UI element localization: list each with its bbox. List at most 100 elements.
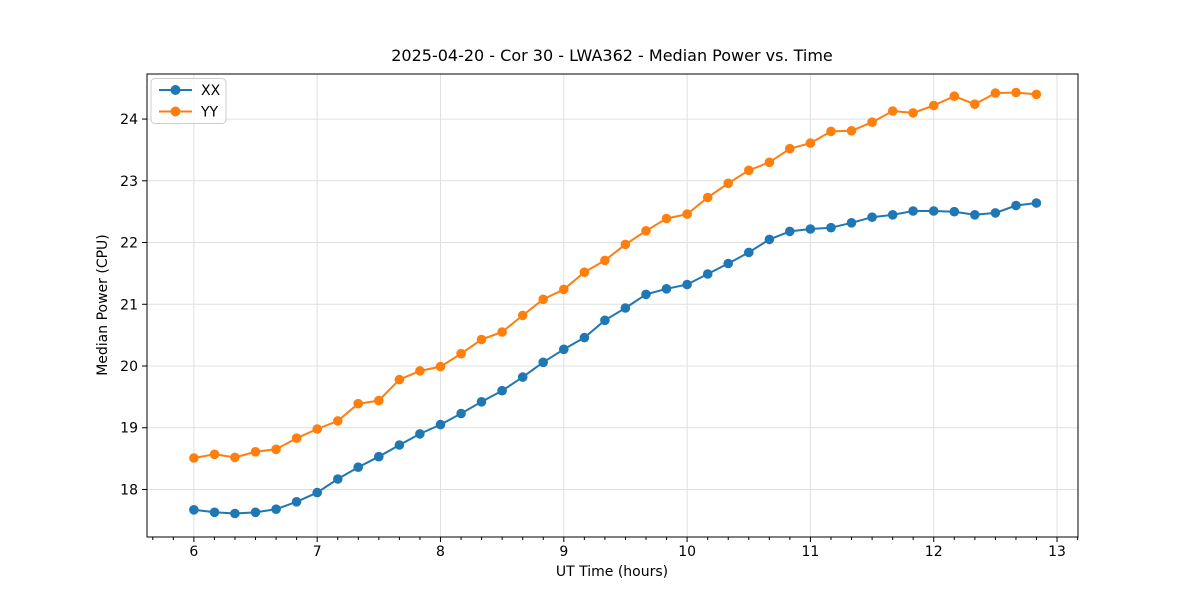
data-point	[600, 255, 610, 266]
data-point	[517, 372, 528, 382]
data-point	[744, 247, 754, 258]
data-point	[846, 218, 857, 228]
data-point	[415, 429, 425, 439]
y-tick-label: 21	[120, 297, 138, 313]
data-point	[949, 91, 960, 101]
data-point	[209, 507, 220, 518]
series-yy	[189, 87, 1042, 463]
data-point	[867, 117, 877, 127]
data-point	[189, 505, 199, 515]
data-point	[764, 157, 775, 168]
data-point	[353, 462, 364, 473]
data-point	[990, 88, 1001, 98]
data-point	[641, 289, 651, 300]
data-point	[333, 474, 343, 484]
data-point	[230, 452, 240, 463]
data-point	[702, 192, 713, 203]
data-point	[928, 206, 939, 216]
data-point	[353, 398, 364, 409]
data-series	[189, 87, 1042, 519]
data-point	[661, 284, 672, 294]
series-line	[193, 91, 1037, 459]
data-point	[682, 279, 692, 290]
data-point	[744, 165, 754, 176]
data-point	[1011, 200, 1021, 211]
data-point	[497, 385, 507, 396]
data-point	[785, 143, 795, 154]
x-axis-label: UT Time (hours)	[556, 564, 668, 580]
data-point	[230, 508, 240, 519]
data-point	[538, 357, 548, 368]
data-point	[620, 303, 631, 313]
data-point	[312, 487, 323, 498]
data-point	[723, 178, 733, 189]
x-tick-label: 7	[313, 544, 322, 560]
data-point	[1031, 198, 1042, 208]
data-point	[826, 222, 836, 233]
legend-xx-marker-icon	[170, 85, 181, 95]
legend-yy-marker-icon	[170, 106, 181, 117]
data-point	[559, 284, 569, 295]
data-point	[291, 433, 302, 444]
data-point	[908, 108, 918, 118]
data-point	[559, 344, 569, 355]
x-tick-label: 8	[436, 544, 445, 560]
data-point	[990, 208, 1001, 218]
data-point	[291, 497, 302, 507]
data-point	[415, 366, 425, 376]
data-point	[333, 416, 343, 426]
data-point	[374, 395, 384, 406]
axis-ticks: 6 7 8 9 10 11 12 13 18 19 20 21 22 23 24	[120, 112, 1079, 560]
data-point	[1011, 87, 1021, 98]
y-tick-label: 23	[120, 174, 138, 190]
data-point	[250, 507, 261, 518]
data-point	[970, 99, 980, 109]
y-tick-label: 19	[120, 421, 138, 437]
x-tick-label: 13	[1048, 544, 1066, 560]
x-tick-label: 9	[559, 544, 568, 560]
data-point	[620, 239, 631, 250]
data-point	[826, 126, 836, 137]
data-point	[1031, 89, 1042, 100]
data-point	[867, 212, 877, 222]
data-point	[456, 408, 466, 419]
data-point	[476, 397, 487, 407]
data-point	[579, 267, 590, 278]
legend-yy-label: YY	[200, 105, 219, 121]
data-point	[538, 294, 548, 305]
data-point	[805, 138, 816, 148]
y-tick-label: 24	[120, 112, 138, 128]
y-axis-label: Median Power (CPU)	[95, 234, 111, 376]
legend: XX YY	[150, 78, 227, 124]
data-point	[887, 210, 898, 220]
x-tick-label: 12	[925, 544, 943, 560]
data-point	[887, 106, 898, 116]
data-point	[435, 361, 446, 372]
data-point	[250, 447, 261, 457]
y-tick-label: 22	[120, 236, 138, 252]
plot-border	[146, 73, 1079, 538]
data-point	[805, 224, 816, 234]
data-point	[517, 310, 528, 321]
data-point	[374, 451, 384, 462]
data-point	[785, 226, 795, 237]
data-point	[970, 210, 980, 220]
data-point	[682, 209, 692, 219]
y-tick-label: 18	[120, 482, 138, 498]
x-tick-label: 6	[189, 544, 198, 560]
legend-xx-label: XX	[201, 83, 221, 99]
x-tick-label: 10	[678, 544, 696, 560]
data-point	[497, 327, 507, 337]
data-point	[476, 334, 487, 345]
y-tick-label: 20	[120, 359, 138, 375]
data-point	[846, 126, 857, 136]
data-point	[456, 348, 466, 359]
data-point	[394, 374, 405, 385]
data-point	[661, 213, 672, 224]
data-point	[189, 453, 199, 463]
data-point	[641, 226, 651, 236]
data-point	[435, 419, 446, 430]
data-point	[271, 444, 281, 455]
chart-title: 2025-04-20 - Cor 30 - LWA362 - Median Po…	[391, 46, 833, 65]
